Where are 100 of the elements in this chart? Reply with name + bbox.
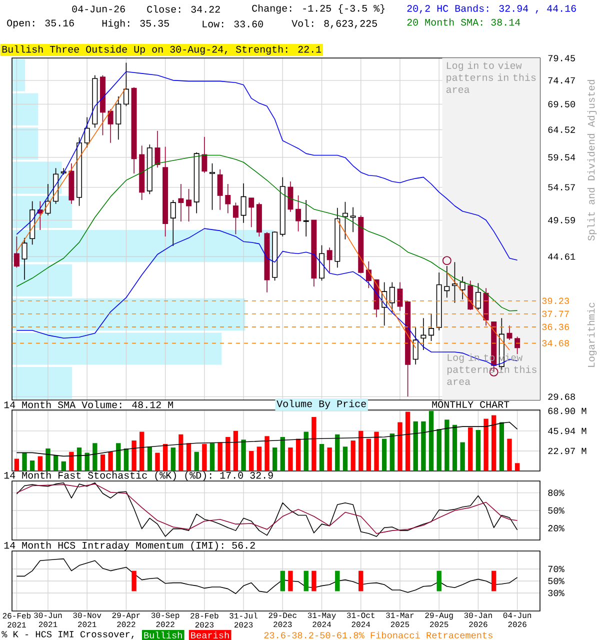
bar	[256, 446, 262, 471]
bar	[288, 447, 293, 471]
x-tick-label: 31-May 2024	[308, 612, 336, 628]
y-tick-label: 68.90 M	[548, 408, 586, 414]
bar	[390, 434, 395, 471]
y-axis-title: Split and Dividend Adjusted	[587, 80, 597, 241]
bar	[444, 420, 450, 471]
x-tick-label: 26-Feb 2021	[2, 612, 31, 628]
bar	[202, 444, 207, 471]
y-tick-label: 30%	[548, 590, 564, 596]
ref-line-label: 36.36	[542, 324, 569, 330]
bar	[92, 443, 98, 471]
bar	[124, 448, 129, 471]
ref-line-label: 39.23	[542, 298, 569, 304]
candlestick	[68, 163, 74, 204]
bar	[194, 452, 199, 471]
candlestick	[405, 300, 411, 397]
candlestick	[303, 200, 309, 237]
candlestick	[202, 136, 208, 174]
text: 20 Month SMA: 38.14	[407, 18, 520, 26]
bar	[12, 298, 246, 331]
candlestick	[272, 231, 278, 282]
bar	[12, 366, 72, 399]
x-tick-label: 31-Oct 2024	[346, 612, 374, 628]
y-tick-label: 50%	[548, 507, 564, 514]
bar	[491, 415, 496, 471]
bar	[382, 438, 387, 471]
candlestick	[84, 116, 90, 148]
bar	[327, 447, 332, 471]
bar	[452, 424, 458, 471]
candlestick	[264, 232, 270, 293]
bar	[53, 455, 58, 471]
bar	[22, 452, 27, 471]
bar	[140, 432, 144, 471]
bar	[14, 458, 20, 471]
text: Logarithmic	[587, 302, 597, 367]
text: 20,2 HC Bands: 32.94 , 44.16	[407, 4, 576, 14]
candlestick	[412, 327, 418, 365]
candlestick	[514, 336, 520, 354]
bar	[460, 442, 465, 471]
bar	[499, 422, 504, 471]
x-tick-label: 30-Jan 2026	[464, 612, 492, 628]
candlestick	[256, 202, 262, 237]
bar	[405, 412, 410, 471]
y-tick-label: 44.61	[548, 253, 576, 260]
bar	[264, 436, 270, 471]
bar	[342, 446, 348, 471]
bar	[374, 432, 379, 471]
bar	[61, 461, 66, 471]
candlestick	[162, 146, 168, 237]
bar	[280, 437, 285, 471]
y-tick-label: 50%	[548, 578, 564, 584]
candlestick	[475, 282, 481, 310]
bar	[249, 450, 254, 471]
text: Bullish	[144, 632, 182, 638]
text: Close: 34.22	[147, 5, 220, 13]
candlestick	[100, 74, 106, 136]
candlestick	[506, 325, 512, 340]
y-tick-label: 59.54	[548, 154, 576, 161]
x-tick-label: 29-Apr 2022	[112, 612, 140, 628]
bar	[398, 422, 402, 471]
candlestick	[389, 282, 395, 314]
bar	[155, 452, 160, 471]
bar	[108, 452, 113, 471]
candlestick	[154, 130, 160, 168]
x-tick-label: 29-Dec 2023	[268, 612, 296, 628]
ref-line-label: 34.68	[542, 340, 569, 346]
bar	[436, 429, 442, 471]
candlestick	[22, 238, 28, 280]
x-tick-label: 30-Nov 2021	[73, 612, 102, 628]
x-tick-label: 29-Aug 2025	[425, 612, 453, 628]
y-tick-label: 70%	[548, 566, 564, 572]
candlestick	[288, 181, 294, 212]
candlestick	[334, 207, 340, 268]
x-tick-label: 30-Jun 2021	[34, 612, 62, 628]
x-tick-label: 04-Jun 2026	[503, 612, 532, 628]
bar	[147, 446, 152, 471]
candlestick	[170, 200, 176, 246]
ref-line-label: 37.77	[542, 310, 569, 318]
bar	[210, 443, 215, 471]
candlestick	[232, 202, 238, 235]
candlestick	[248, 198, 254, 228]
bar	[428, 410, 434, 471]
candlestick	[460, 276, 466, 300]
y-tick-label: 54.57	[548, 184, 575, 190]
y-tick-label: 45.94 M	[548, 428, 586, 434]
candlestick	[194, 152, 200, 214]
bar	[100, 454, 106, 471]
text: Bearish	[191, 632, 229, 638]
y-tick-label: 69.50	[548, 101, 576, 108]
chart-title: Bullish Three Outside Up on 30-Aug-24, Strength: 22.1	[2, 45, 322, 55]
bar	[132, 440, 136, 471]
candlestick	[131, 86, 137, 174]
bar	[84, 452, 90, 471]
candlestick	[240, 182, 246, 224]
candlestick	[146, 144, 152, 195]
bar	[514, 463, 520, 471]
bar	[186, 443, 192, 471]
bar	[12, 127, 38, 160]
bar	[312, 416, 316, 471]
